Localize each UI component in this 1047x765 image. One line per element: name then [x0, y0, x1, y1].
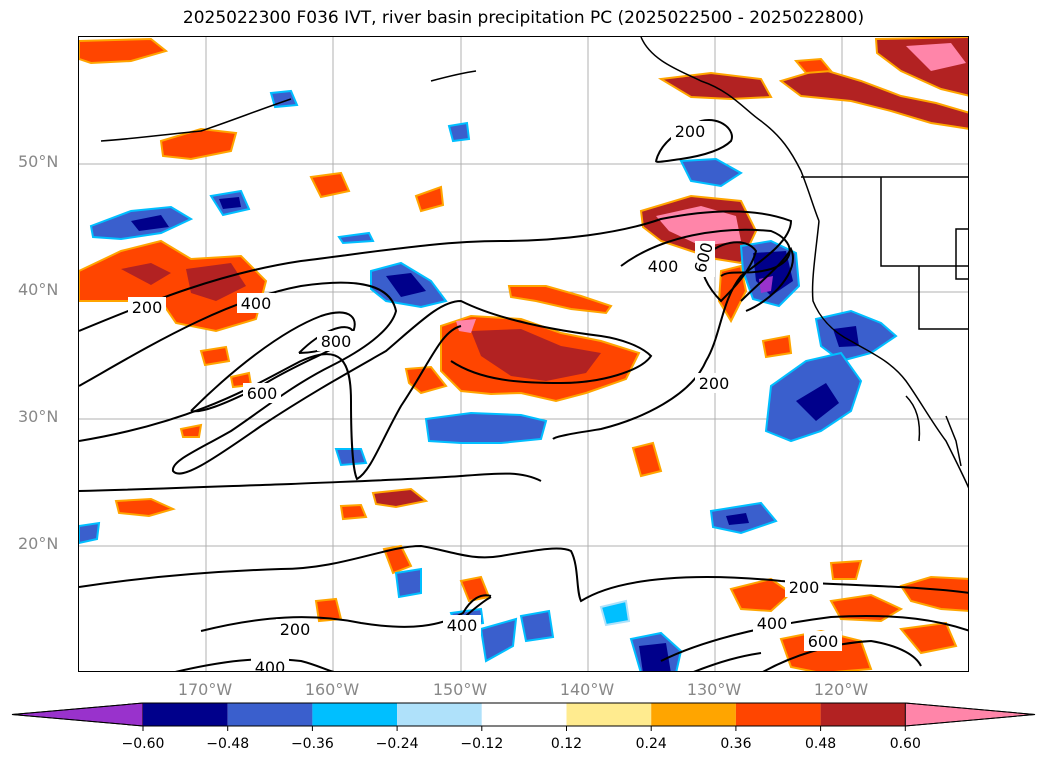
contour-label: 600	[247, 384, 278, 403]
lon-label-130w: 130°W	[686, 680, 742, 699]
colorbar-swatch	[227, 703, 313, 726]
lon-label-160w: 160°W	[304, 680, 360, 699]
colorbar-extend-high	[904, 702, 1036, 727]
colorbar-swatch	[397, 703, 482, 726]
contour-label: 400	[241, 294, 272, 313]
contour-label: 600	[808, 632, 839, 651]
colorbar: −0.60 −0.48 −0.36 −0.24 −0.12 0.12 0.24 0.36 0.4…	[11, 702, 1036, 752]
map-title: 2025022300 F036 IVT, river basin precipi…	[182, 8, 865, 28]
colorbar-extend-low	[11, 702, 144, 727]
contour-label: 400	[447, 616, 478, 635]
colorbar-tick-label: −0.48	[206, 736, 249, 752]
colorbar-swatch	[143, 703, 228, 726]
contour-label: 200	[280, 620, 311, 639]
colorbar-tick-label: −0.24	[376, 736, 419, 752]
colorbar-swatch	[820, 703, 906, 726]
colorbar-swatches	[11, 702, 1036, 727]
lat-label-30n: 30°N	[18, 407, 59, 426]
colorbar-tick-label: −0.60	[122, 736, 165, 752]
colorbar-swatch	[735, 703, 821, 726]
colorbar-swatch	[566, 703, 652, 726]
lat-label-20n: 20°N	[18, 534, 59, 553]
contour-label: 400	[757, 614, 788, 633]
colorbar-tick-label: 0.24	[636, 736, 667, 752]
colorbar-tick-label: −0.36	[291, 736, 334, 752]
contour-label: 200	[675, 122, 706, 141]
colorbar-tick-label: 0.36	[720, 736, 751, 752]
colorbar-swatch	[312, 703, 398, 726]
colorbar-tick-label: 0.48	[805, 736, 836, 752]
colorbar-tick-label: 0.12	[551, 736, 582, 752]
colorbar-swatch	[651, 703, 736, 726]
contour-label: 800	[321, 332, 352, 351]
colorbar-tick-label: 0.60	[890, 736, 921, 752]
coastlines	[100, 37, 968, 489]
lon-label-120w: 120°W	[813, 680, 869, 699]
lon-label-140w: 140°W	[559, 680, 615, 699]
lon-label-150w: 150°W	[432, 680, 488, 699]
contour-label: 200	[699, 374, 730, 393]
contour-label: 200	[789, 578, 820, 597]
contour-label: 400	[255, 658, 286, 672]
colorbar-swatch	[481, 703, 567, 726]
map-panel[interactable]: 200 400 800 600 400 600 200 200 200 400 …	[78, 36, 969, 672]
lat-label-40n: 40°N	[18, 280, 59, 299]
contour-label: 400	[648, 257, 679, 276]
lat-label-50n: 50°N	[18, 152, 59, 171]
precipitation-shading	[79, 37, 968, 671]
colorbar-tick-label: −0.12	[460, 736, 503, 752]
lon-label-170w: 170°W	[177, 680, 233, 699]
contour-label: 200	[132, 298, 163, 317]
